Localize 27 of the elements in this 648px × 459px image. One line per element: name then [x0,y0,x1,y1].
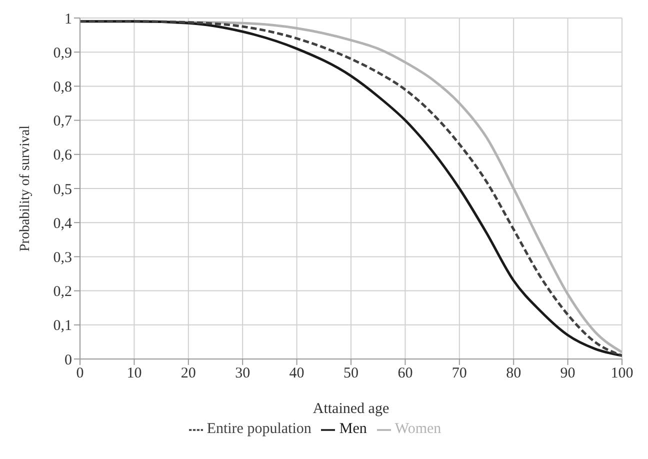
y-tick-label: 0,4 [53,216,72,232]
x-tick-label: 30 [235,366,250,382]
y-tick-label: 0,7 [53,114,72,130]
legend-label: Men [339,421,367,437]
y-tick-label: 0,9 [53,45,72,62]
x-tick-label: 100 [610,366,634,382]
y-tick-label: 0,8 [53,80,72,96]
y-tick-label: 0,2 [53,284,72,300]
legend-label: Women [394,421,442,437]
y-tick-label: 0,1 [53,318,72,334]
x-tick-label: 50 [344,366,358,382]
x-axis-title: Attained age [312,401,390,417]
x-tick-label: 70 [452,366,467,382]
x-tick-label: 60 [398,366,413,382]
y-axis-title: Probability of survival [18,125,33,252]
x-tick-label: 80 [506,366,522,382]
legend-label: Entire population [206,421,312,437]
y-tick-label: 0,5 [53,182,72,198]
x-tick-label: 20 [180,366,196,382]
y-tick-label: 1 [64,11,72,28]
y-tick-label: 0,3 [53,250,72,266]
y-tick-label: 0 [64,352,72,368]
x-tick-label: 90 [560,366,576,382]
x-tick-label: 40 [289,366,304,382]
y-tick-label: 0,6 [53,148,72,164]
x-tick-label: 0 [76,366,84,382]
x-tick-label: 10 [126,366,142,382]
